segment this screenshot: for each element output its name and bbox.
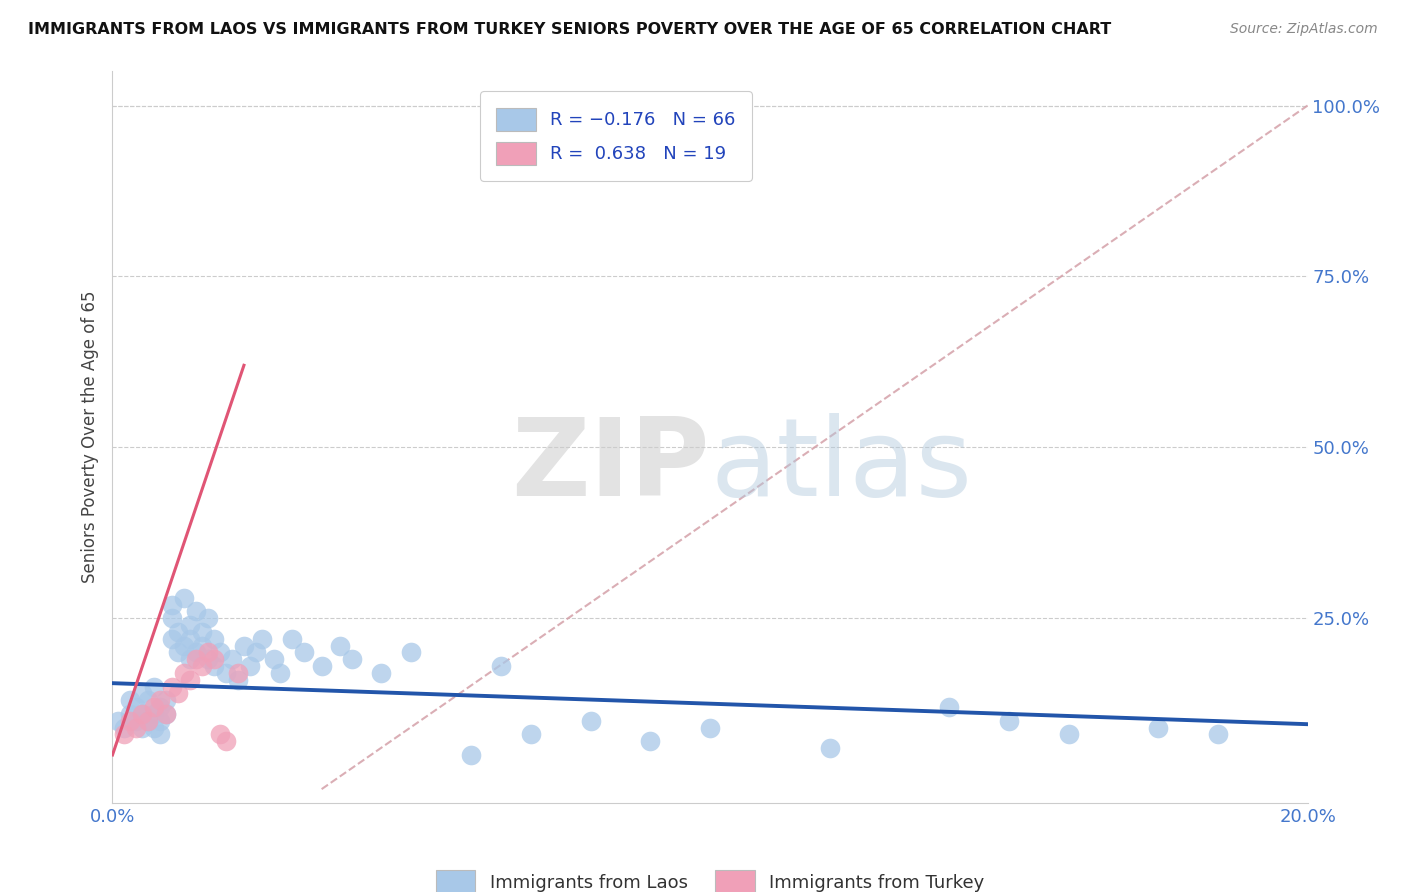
Point [162,598,183,612]
Point [191,624,214,639]
Point [197,652,219,666]
Point [245,645,267,659]
Point [179,632,201,646]
Point [292,645,315,659]
Point [179,673,201,687]
Point [167,645,190,659]
Point [120,706,142,721]
Point [1206,727,1229,741]
Point [579,714,602,728]
Point [107,714,129,728]
Point [149,700,172,714]
Point [120,693,142,707]
Point [186,652,208,666]
Point [401,645,423,659]
Point [149,727,172,741]
Point [143,721,166,735]
Point [191,659,214,673]
Point [143,680,166,694]
Point [226,665,249,680]
Point [699,721,721,735]
Point [167,686,190,700]
Point [520,727,543,741]
Point [131,721,153,735]
Point [221,652,243,666]
Point [125,714,148,728]
Point [138,714,160,728]
Point [215,665,238,680]
Point [250,632,273,646]
Point [179,618,201,632]
Point [131,706,153,721]
Point [143,706,166,721]
Point [239,659,262,673]
Text: ZIP: ZIP [512,413,710,519]
Point [149,693,172,707]
Point [173,591,195,605]
Point [138,714,160,728]
Point [1057,727,1080,741]
Point [215,734,238,748]
Point [329,639,352,653]
Point [269,665,291,680]
Point [114,721,135,735]
Text: Source: ZipAtlas.com: Source: ZipAtlas.com [1230,22,1378,37]
Point [131,706,153,721]
Point [120,714,142,728]
Point [340,652,363,666]
Point [125,700,148,714]
Point [167,624,190,639]
Point [173,665,195,680]
Point [155,706,177,721]
Point [281,632,304,646]
Text: IMMIGRANTS FROM LAOS VS IMMIGRANTS FROM TURKEY SENIORS POVERTY OVER THE AGE OF 6: IMMIGRANTS FROM LAOS VS IMMIGRANTS FROM … [28,22,1111,37]
Point [202,652,225,666]
Point [209,645,232,659]
Point [125,721,148,735]
Point [186,645,208,659]
Point [162,611,183,625]
Point [640,734,662,748]
Point [186,604,208,618]
Point [202,632,225,646]
Point [155,693,177,707]
Point [202,659,225,673]
Point [114,727,135,741]
Point [1147,721,1170,735]
Point [179,652,201,666]
Point [138,693,160,707]
Legend: Immigrants from Laos, Immigrants from Turkey: Immigrants from Laos, Immigrants from Tu… [422,855,998,892]
Point [197,645,219,659]
Point [370,665,392,680]
Point [162,680,183,694]
Point [311,659,333,673]
Point [197,611,219,625]
Point [149,714,172,728]
Point [460,747,482,762]
Point [233,639,256,653]
Text: atlas: atlas [710,413,972,519]
Point [818,741,841,756]
Point [162,632,183,646]
Y-axis label: Seniors Poverty Over the Age of 65: Seniors Poverty Over the Age of 65 [80,291,98,583]
Point [998,714,1021,728]
Point [131,686,153,700]
Point [489,659,512,673]
Point [143,700,166,714]
Point [191,639,214,653]
Point [938,700,960,714]
Point [155,706,177,721]
Point [226,673,249,687]
Point [263,652,285,666]
Point [173,639,195,653]
Point [209,727,232,741]
